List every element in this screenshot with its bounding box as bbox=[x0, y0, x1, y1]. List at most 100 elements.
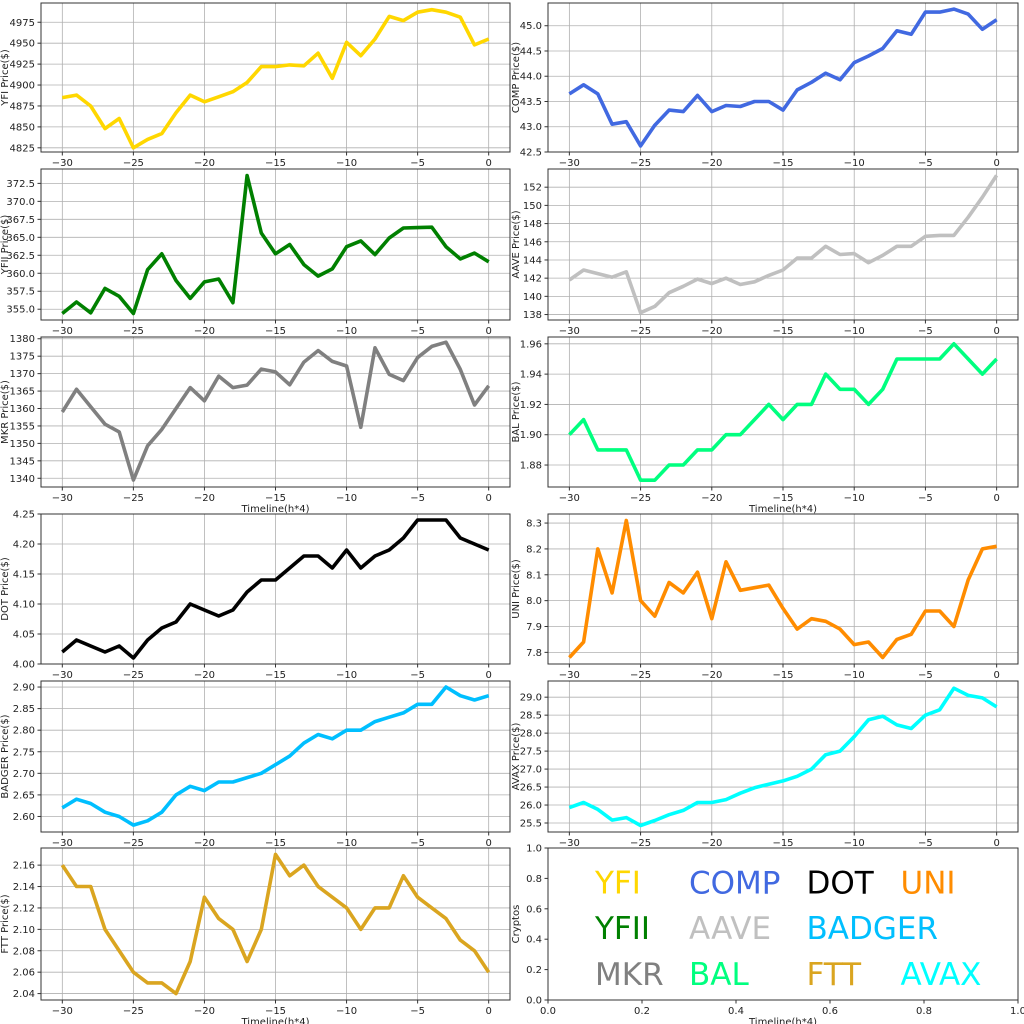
panel-yfi: −30 −25 −20 −15 −10 −5 0 4825 4850 4875 4900 4925 49… bbox=[0, 2, 511, 169]
y-tick-label: 2.70 bbox=[13, 769, 35, 780]
panel-aave: −30 −25 −20 −15 −10 −5 0 138 140 142 144 146 148 150 1… bbox=[511, 168, 1019, 337]
y-tick-label: 1360 bbox=[10, 404, 35, 415]
x-tick-label: −25 bbox=[123, 670, 144, 681]
panel-avax: −30 −25 −20 −15 −10 −5 0 25.5 26.0 26.5 27.0 27.5 28… bbox=[511, 680, 1019, 849]
x-tick-label: −30 bbox=[559, 493, 580, 504]
y-tick-label: 140 bbox=[523, 292, 542, 303]
x-tick-label: −20 bbox=[701, 493, 722, 504]
y-tick-label: 2.16 bbox=[13, 861, 35, 872]
y-tick-label: 28.0 bbox=[520, 729, 542, 740]
y-tick-label: 1380 bbox=[10, 334, 35, 345]
y-tick-label: 150 bbox=[523, 201, 542, 212]
y-axis-label: YFII Price($) bbox=[0, 215, 11, 276]
series-line-mkr bbox=[60, 340, 491, 482]
x-tick-label: −10 bbox=[844, 493, 865, 504]
y-tick-label: 1365 bbox=[10, 387, 35, 398]
y-tick-label: 27.5 bbox=[520, 747, 542, 758]
legend-label-uni: UNI bbox=[901, 866, 956, 902]
x-tick-label: −30 bbox=[52, 326, 73, 337]
y-tick-label: 2.85 bbox=[13, 704, 35, 715]
x-tick-label: 0.2 bbox=[634, 1006, 650, 1017]
y-tick-label: 8.3 bbox=[526, 519, 542, 530]
y-axis-label: MKR Price($) bbox=[0, 380, 11, 444]
y-axis-label: COMP Price($) bbox=[511, 42, 522, 113]
legend-label-aave: AAVE bbox=[689, 911, 771, 947]
y-tick-label: 8.0 bbox=[526, 596, 542, 607]
x-tick-label: −30 bbox=[52, 1006, 73, 1017]
y-tick-label: 45.0 bbox=[520, 21, 542, 32]
y-tick-label: 138 bbox=[523, 310, 542, 321]
y-tick-label: 2.08 bbox=[13, 946, 35, 957]
x-tick-label: −20 bbox=[701, 838, 722, 849]
x-tick-label: −25 bbox=[630, 838, 651, 849]
y-tick-label: 2.12 bbox=[13, 903, 35, 914]
x-tick-label: −30 bbox=[52, 670, 73, 681]
series-line-avax bbox=[568, 686, 998, 828]
legend-label-bal: BAL bbox=[689, 957, 749, 993]
x-tick-label: −25 bbox=[630, 158, 651, 169]
series-line-yfi bbox=[61, 7, 490, 150]
y-tick-label: 43.0 bbox=[520, 122, 542, 133]
x-tick-label: −30 bbox=[559, 670, 580, 681]
y-tick-label: 42.5 bbox=[520, 148, 542, 159]
y-tick-label: 2.04 bbox=[13, 989, 35, 1000]
x-tick-label: −20 bbox=[701, 670, 722, 681]
x-tick-label: −15 bbox=[265, 838, 286, 849]
y-tick-label: 0.0 bbox=[526, 996, 542, 1007]
y-tick-label: 144 bbox=[523, 255, 542, 266]
y-tick-label: 355.0 bbox=[6, 305, 35, 316]
y-tick-label: 0.8 bbox=[526, 874, 542, 885]
x-tick-label: −5 bbox=[918, 326, 933, 337]
x-tick-label: −30 bbox=[559, 838, 580, 849]
x-tick-label: −30 bbox=[559, 158, 580, 169]
x-tick-label: −25 bbox=[630, 670, 651, 681]
series-line-aave bbox=[568, 174, 999, 315]
y-tick-label: 4850 bbox=[10, 122, 35, 133]
legend-label-yfii: YFII bbox=[594, 911, 650, 947]
y-tick-label: 4.10 bbox=[13, 600, 35, 611]
y-tick-label: 2.14 bbox=[13, 882, 35, 893]
y-tick-label: 4950 bbox=[10, 39, 35, 50]
x-tick-label: 0 bbox=[485, 158, 491, 169]
y-tick-label: 2.65 bbox=[13, 790, 35, 801]
x-tick-label: 0.8 bbox=[916, 1006, 932, 1017]
x-tick-label: −25 bbox=[123, 158, 144, 169]
x-tick-label: −5 bbox=[410, 326, 425, 337]
x-tick-label: −25 bbox=[123, 326, 144, 337]
y-tick-label: 1.94 bbox=[520, 370, 542, 381]
y-tick-label: 1.0 bbox=[526, 844, 542, 855]
panel-badger: −30 −25 −20 −15 −10 −5 0 2.60 2.65 2.70 2.75 2.80 2.… bbox=[0, 680, 511, 849]
x-tick-label: −20 bbox=[194, 1006, 215, 1017]
x-tick-label: −5 bbox=[410, 158, 425, 169]
x-tick-label: −30 bbox=[52, 493, 73, 504]
x-tick-label: 0 bbox=[485, 1006, 491, 1017]
x-tick-label: −30 bbox=[559, 326, 580, 337]
panel-comp: −30 −25 −20 −15 −10 −5 0 42.5 43.0 43.5 44.0 44.5 45… bbox=[511, 2, 1019, 169]
x-axis-label: Timeline(h*4) bbox=[748, 1017, 817, 1024]
x-tick-label: −10 bbox=[336, 158, 357, 169]
series-line-dot bbox=[61, 518, 490, 660]
y-tick-label: 1370 bbox=[10, 369, 35, 380]
x-tick-label: 0 bbox=[485, 838, 491, 849]
x-tick-label: −15 bbox=[772, 326, 793, 337]
y-tick-label: 2.10 bbox=[13, 925, 35, 936]
x-axis-label: Timeline(h*4) bbox=[240, 1017, 309, 1024]
x-tick-label: −20 bbox=[194, 493, 215, 504]
y-tick-label: 26.5 bbox=[520, 783, 542, 794]
y-tick-label: 4975 bbox=[10, 18, 35, 29]
y-axis-label: Cryptos bbox=[511, 905, 522, 944]
x-tick-label: −20 bbox=[194, 158, 215, 169]
x-tick-label: 0 bbox=[993, 326, 999, 337]
x-tick-label: −15 bbox=[772, 158, 793, 169]
legend-label-yfi: YFI bbox=[594, 866, 641, 902]
x-tick-label: 0 bbox=[485, 326, 491, 337]
x-tick-label: −25 bbox=[123, 493, 144, 504]
y-tick-label: 7.8 bbox=[526, 648, 542, 659]
y-tick-label: 4.15 bbox=[13, 570, 35, 581]
y-tick-label: 8.1 bbox=[526, 570, 542, 581]
x-tick-label: −20 bbox=[194, 326, 215, 337]
x-tick-label: −15 bbox=[265, 1006, 286, 1017]
x-tick-label: −5 bbox=[410, 1006, 425, 1017]
x-tick-label: −10 bbox=[844, 670, 865, 681]
y-tick-label: 1.88 bbox=[520, 461, 542, 472]
